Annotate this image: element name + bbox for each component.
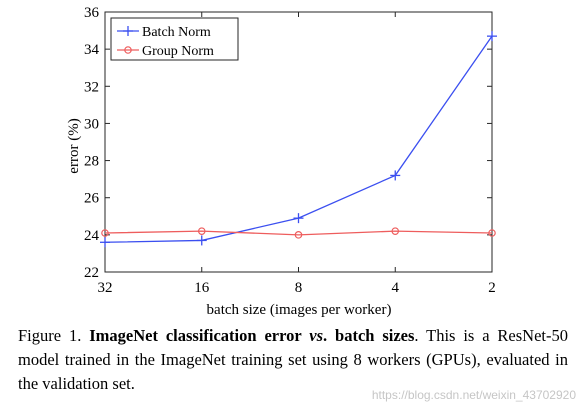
caption-rest: . This is a ResNet-50 model trained in t… — [18, 326, 568, 393]
caption-bold-italic: vs — [309, 326, 324, 345]
series-batch-norm — [100, 31, 497, 248]
y-tick-label: 36 — [84, 5, 100, 21]
series-line — [104, 230, 493, 236]
y-axis-label: error (%) — [66, 118, 82, 173]
legend-item: Group Norm — [117, 44, 214, 59]
legend-item: Batch Norm — [117, 25, 211, 40]
y-tick-label: 22 — [84, 265, 99, 281]
plus-marker — [123, 26, 133, 36]
legend-label: Group Norm — [142, 44, 214, 59]
chart-legend: Batch Norm Group Norm — [110, 17, 239, 61]
figure-caption: Figure 1. ImageNet classification error … — [18, 324, 568, 396]
x-tick-label: 4 — [392, 280, 400, 296]
plus-marker — [100, 237, 110, 248]
x-axis-label: batch size (images per worker) — [207, 302, 392, 318]
chart-series — [100, 31, 497, 248]
legend-label: Batch Norm — [142, 25, 211, 40]
caption-bold-after: . batch sizes — [323, 326, 415, 345]
series-line — [104, 35, 493, 243]
x-tick-label: 32 — [98, 280, 113, 296]
watermark: https://blog.csdn.net/weixin_43702920 — [371, 388, 576, 402]
x-tick-label: 16 — [194, 280, 210, 296]
x-tick-label: 8 — [295, 280, 303, 296]
plus-marker — [390, 170, 401, 181]
plus-marker — [487, 31, 497, 42]
plus-marker — [293, 213, 304, 224]
y-tick-label: 32 — [84, 79, 99, 95]
circle-marker — [124, 46, 132, 54]
series-group-norm — [101, 227, 496, 239]
y-tick-label: 34 — [84, 42, 100, 58]
plus-marker — [196, 235, 207, 246]
circle-marker — [488, 229, 496, 237]
y-tick-label: 28 — [84, 154, 99, 170]
y-tick-label: 26 — [84, 191, 100, 207]
chart-ticks: 22 24 26 28 30 32 34 36 32 16 8 4 2 — [84, 5, 496, 296]
caption-bold: ImageNet classification error — [89, 326, 310, 345]
circle-marker — [391, 227, 400, 235]
circle-marker — [294, 231, 303, 239]
legend-box — [110, 17, 239, 61]
y-tick-label: 24 — [84, 228, 100, 244]
x-tick-label: 2 — [488, 280, 496, 296]
circle-marker — [197, 227, 206, 235]
circle-marker — [101, 229, 109, 237]
caption-prefix: Figure 1. — [18, 326, 90, 345]
y-tick-label: 30 — [84, 116, 99, 132]
line-chart: 22 24 26 28 30 32 34 36 32 16 8 4 2 Batch Norm Group … — [66, 5, 497, 318]
